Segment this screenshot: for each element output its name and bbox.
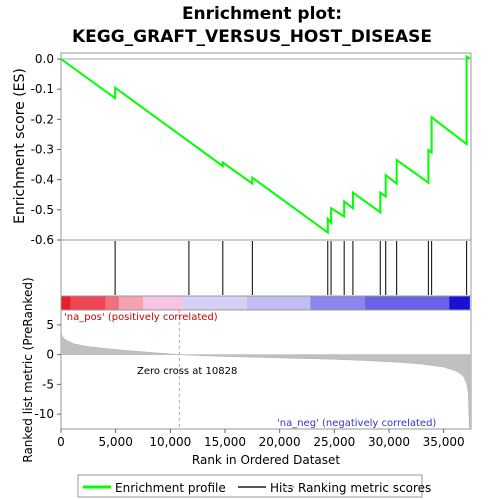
legend-label: Hits	[270, 481, 293, 495]
rank-y-axis: 5 0 -5 -10	[34, 318, 61, 421]
es-y-axis: 0.0 -0.1 -0.2 -0.3 -0.4 -0.5 -0.6	[31, 52, 61, 247]
rank-y-tick-label: 5	[46, 318, 54, 332]
pos-label: 'na_pos' (positively correlated)	[64, 312, 218, 323]
color-bar-segment	[246, 296, 311, 310]
legend-label: Ranking metric scores	[298, 481, 431, 495]
legend-label: Enrichment profile	[115, 481, 226, 495]
x-tick-label: 15,000	[204, 435, 246, 449]
x-tick-label: 30,000	[368, 435, 410, 449]
rank-y-tick-label: 0	[46, 348, 54, 362]
rank-y-tick-label: -5	[42, 377, 54, 391]
es-y-tick-label: -0.4	[31, 173, 54, 187]
hits-marks	[114, 241, 468, 295]
hits-panel-frame	[60, 239, 472, 297]
color-bar-segment	[105, 296, 119, 310]
es-panel-frame	[60, 52, 472, 241]
x-axis: 0 5,000 10,000 15,000 20,000 25,000 30,000 35,0…	[57, 429, 465, 449]
chart-title-line1: Enrichment plot:	[182, 4, 342, 24]
color-bar-segment	[70, 296, 106, 310]
es-y-tick-label: -0.2	[31, 112, 54, 126]
x-axis-label: Rank in Ordered Dataset	[192, 453, 340, 467]
rank-y-label: Ranked list metric (PreRanked)	[21, 277, 35, 462]
zero-cross-label: Zero cross at 10828	[137, 366, 237, 377]
color-bar-segment	[61, 296, 71, 310]
x-tick-label: 20,000	[259, 435, 301, 449]
es-y-tick-label: 0.0	[35, 52, 54, 66]
x-tick-label: 25,000	[313, 435, 355, 449]
color-bar-segment	[118, 296, 143, 310]
enrichment-profile-line	[60, 55, 471, 235]
es-y-tick-label: -0.6	[31, 233, 54, 247]
rank-panel-frame	[60, 309, 472, 430]
rank-y-tick-label: -10	[34, 407, 54, 421]
color-bar-segment	[182, 296, 247, 310]
color-bar-segment	[143, 296, 183, 310]
ranking-metric-area	[60, 329, 471, 428]
es-y-tick-label: -0.5	[31, 203, 54, 217]
es-y-label: Enrichment score (ES)	[12, 68, 28, 224]
color-bar-segment	[449, 296, 470, 310]
x-tick-label: 35,000	[423, 435, 465, 449]
legend: Enrichment profile Hits Ranking metric sco…	[83, 481, 431, 495]
ranking-color-bar	[60, 295, 472, 311]
x-tick-label: 10,000	[149, 435, 191, 449]
es-y-tick-label: -0.3	[31, 143, 54, 157]
chart-title-line2: KEGG_GRAFT_VERSUS_HOST_DISEASE	[72, 27, 432, 47]
x-tick-label: 0	[57, 435, 65, 449]
color-bar-segment	[310, 296, 365, 310]
es-y-tick-label: -0.1	[31, 82, 54, 96]
x-tick-label: 5,000	[98, 435, 132, 449]
color-bar-segment	[364, 296, 450, 310]
neg-label: 'na_neg' (negatively correlated)	[277, 418, 436, 429]
